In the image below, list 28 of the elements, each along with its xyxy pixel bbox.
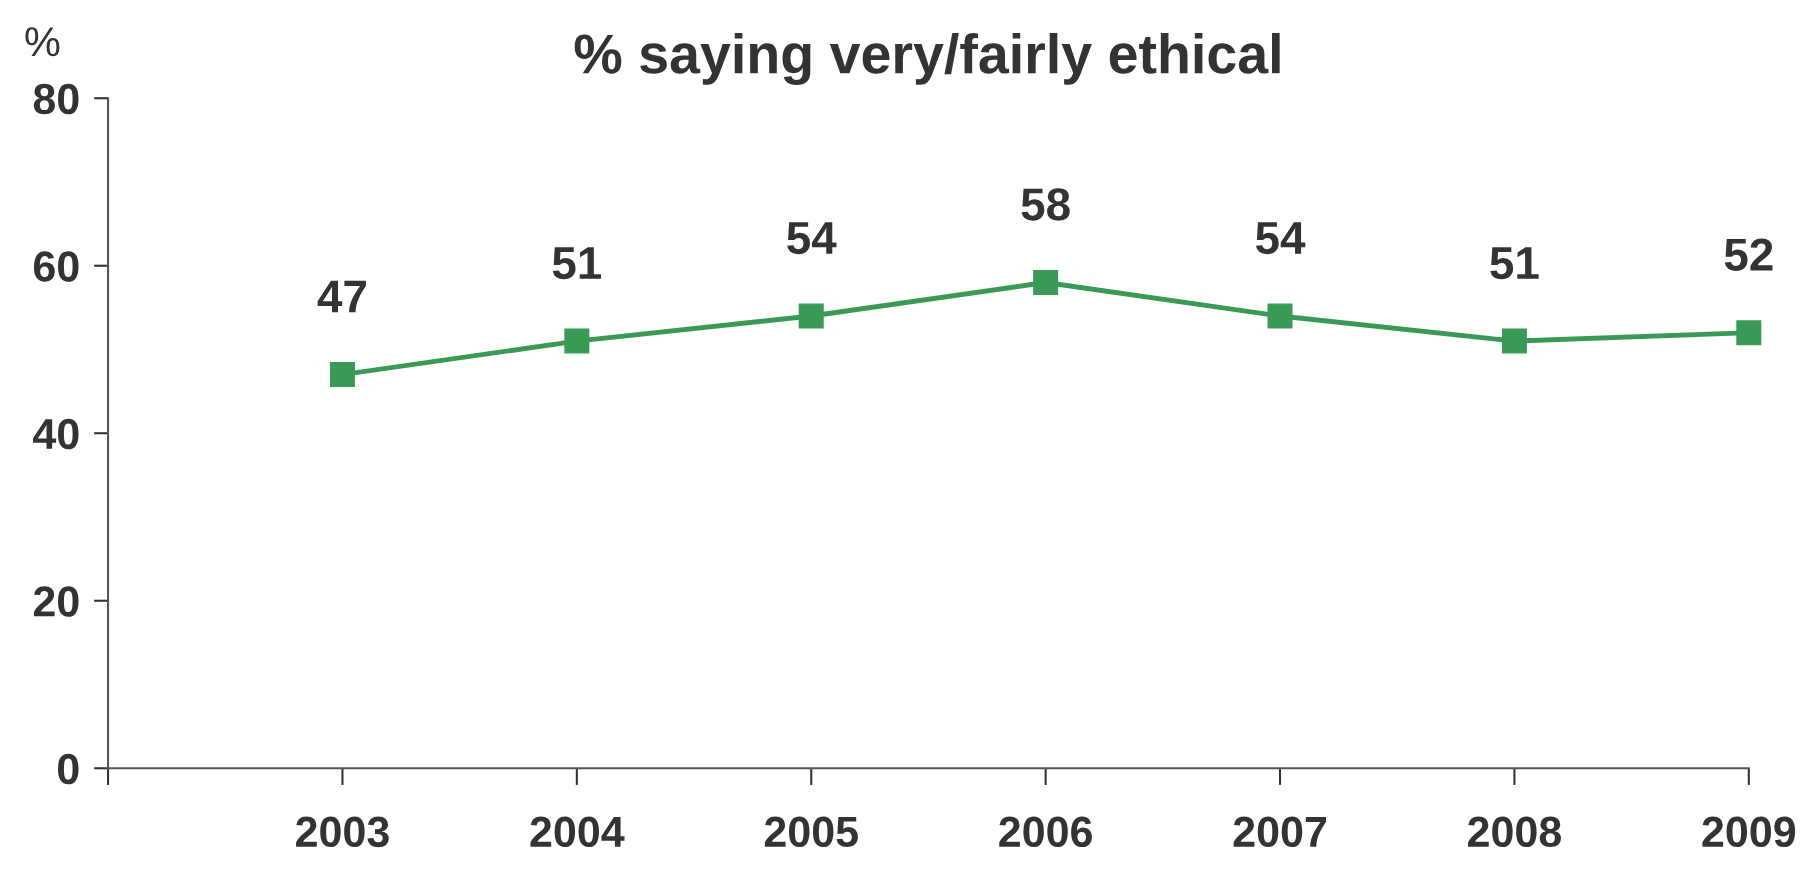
x-tick-label: 2008 <box>1468 816 1561 848</box>
data-label: 54 <box>787 222 837 255</box>
data-label: 51 <box>1490 247 1539 280</box>
data-label: 54 <box>1255 222 1306 255</box>
point <box>1736 320 1762 346</box>
point <box>1501 328 1527 354</box>
y-tick-label: 40 <box>33 418 79 450</box>
y-tick-label: 60 <box>33 251 79 282</box>
point <box>1033 269 1059 295</box>
data-label: 58 <box>1021 188 1070 221</box>
y-tick-label: 80 <box>33 83 79 115</box>
point <box>564 328 590 354</box>
x-tick-label: 2003 <box>296 816 389 848</box>
data-label: 51 <box>552 247 602 280</box>
x-tick-label: 2005 <box>764 816 858 848</box>
point <box>329 362 355 388</box>
point <box>798 303 824 329</box>
chart-title: % saying very/fairly ethical <box>574 32 1280 85</box>
y-tick-label: 20 <box>33 586 79 617</box>
y-axis-title: % <box>25 27 60 57</box>
x-tick-label: 2009 <box>1702 816 1796 848</box>
data-label: 52 <box>1724 238 1773 271</box>
data-label: 47 <box>317 280 366 313</box>
x-tick-label: 2007 <box>1233 816 1327 848</box>
x-tick-label: 2004 <box>530 816 625 848</box>
point <box>1267 303 1293 329</box>
y-tick-label: 0 <box>58 753 79 785</box>
x-tick-label: 2006 <box>999 816 1092 848</box>
